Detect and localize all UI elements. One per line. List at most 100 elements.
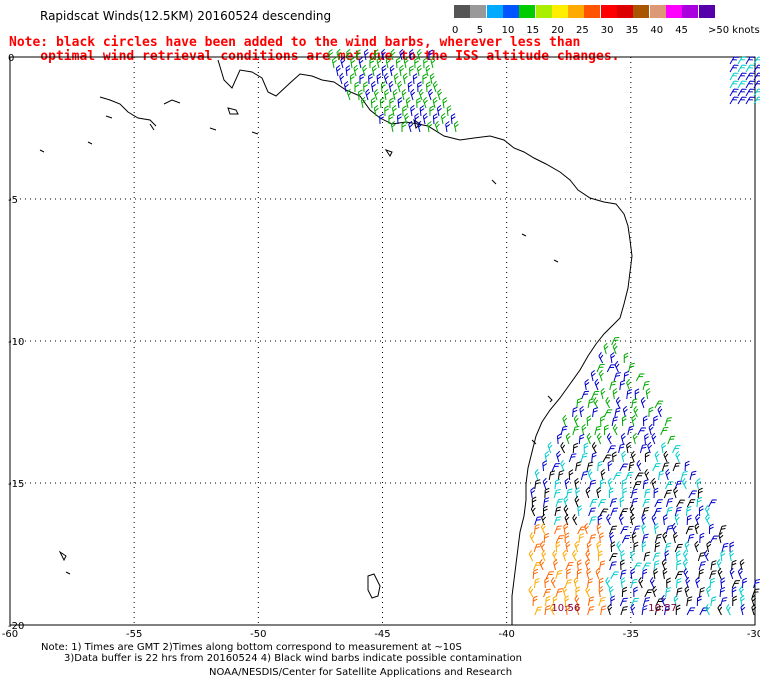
wind-barb xyxy=(621,450,627,463)
wind-barb xyxy=(619,496,625,508)
wind-barb xyxy=(416,97,421,109)
wind-barb xyxy=(673,486,679,499)
wind-barb xyxy=(555,541,561,553)
wind-barb xyxy=(572,514,578,526)
wind-barb xyxy=(705,514,710,526)
wind-barb xyxy=(626,442,631,454)
wind-barb xyxy=(737,88,747,97)
wind-barb xyxy=(562,414,568,427)
wind-barb xyxy=(339,72,345,85)
wind-barb xyxy=(397,80,403,93)
wind-barb xyxy=(665,498,674,508)
wind-barb xyxy=(609,498,618,508)
wind-barb xyxy=(533,523,540,535)
wind-barb xyxy=(363,49,369,61)
wind-barb xyxy=(553,516,562,526)
wind-barb xyxy=(642,498,651,508)
wind-barb xyxy=(720,577,726,589)
wind-barb xyxy=(615,396,621,409)
wind-barb xyxy=(544,451,550,463)
wind-barb xyxy=(739,585,744,598)
wind-barb xyxy=(729,550,735,562)
wind-barb xyxy=(575,586,581,598)
wind-barb xyxy=(674,506,682,517)
wind-barb xyxy=(548,470,556,481)
wind-barb xyxy=(721,542,729,553)
wind-barb xyxy=(422,96,428,109)
x-tick-label: -40 xyxy=(498,629,514,640)
wind-barb xyxy=(564,579,573,589)
wind-barb xyxy=(402,72,408,85)
wind-barb xyxy=(550,577,556,589)
legend-swatch xyxy=(486,5,503,18)
wind-barb xyxy=(407,81,413,93)
wind-barb xyxy=(598,586,604,598)
wind-barb xyxy=(703,550,709,562)
coast-islands xyxy=(39,107,559,445)
wind-barb xyxy=(731,559,737,571)
wind-barb xyxy=(623,352,629,364)
wind-barb xyxy=(664,481,674,490)
wind-barb xyxy=(600,387,606,400)
wind-barb xyxy=(432,113,438,125)
wind-barb xyxy=(663,489,672,499)
wind-barb xyxy=(566,568,571,580)
legend-label: 10 xyxy=(501,25,515,36)
wind-barb xyxy=(742,577,748,589)
wind-barb xyxy=(686,514,692,526)
wind-barb xyxy=(731,580,740,589)
wind-barb xyxy=(539,558,545,571)
wind-barb xyxy=(349,73,355,85)
wind-barb xyxy=(717,567,723,580)
wind-barb xyxy=(620,577,626,589)
wind-barb xyxy=(610,352,616,364)
wind-barb xyxy=(664,417,672,427)
wind-barb xyxy=(661,594,666,607)
wind-barb xyxy=(453,120,459,133)
wind-barb xyxy=(587,606,595,616)
wind-barb xyxy=(405,96,411,109)
wind-barb xyxy=(572,442,579,454)
wind-barb xyxy=(686,607,696,616)
wind-barb xyxy=(737,56,747,65)
wind-barb xyxy=(370,97,376,109)
wind-barb xyxy=(588,516,597,526)
wind-barb xyxy=(644,433,649,445)
wind-barb xyxy=(604,424,609,436)
wind-barb xyxy=(651,432,657,445)
wind-barb xyxy=(562,585,568,598)
legend-label: 0 xyxy=(452,25,459,36)
wind-barb xyxy=(614,407,621,418)
wind-barb xyxy=(718,531,724,544)
wind-barb xyxy=(597,460,603,472)
wind-barb xyxy=(685,525,694,535)
wind-barb xyxy=(628,362,635,373)
wind-barb xyxy=(626,389,633,400)
wind-barb xyxy=(555,570,563,580)
wind-barb xyxy=(642,415,648,427)
wind-barb xyxy=(682,478,687,490)
wind-barbs xyxy=(328,48,760,616)
legend-swatch xyxy=(470,5,487,18)
wind-barb xyxy=(642,597,651,607)
wind-barb xyxy=(667,435,676,445)
wind-barb xyxy=(408,120,414,133)
wind-barb xyxy=(607,603,613,616)
wind-barb xyxy=(653,507,662,517)
wind-barb xyxy=(557,470,564,481)
wind-barb xyxy=(402,105,407,117)
wind-barb xyxy=(414,113,420,125)
wind-barb xyxy=(684,540,690,553)
wind-barb xyxy=(423,57,428,69)
wind-barb xyxy=(657,470,665,481)
wind-barb xyxy=(706,540,712,553)
wind-barb xyxy=(586,567,592,580)
wind-barb xyxy=(410,88,416,101)
wind-barb xyxy=(665,587,671,598)
wind-barb xyxy=(576,559,582,571)
wind-barb xyxy=(553,558,559,571)
wind-barb xyxy=(331,57,337,69)
wind-barb xyxy=(572,425,580,436)
wind-barb xyxy=(450,113,456,125)
wind-barb xyxy=(641,513,647,526)
